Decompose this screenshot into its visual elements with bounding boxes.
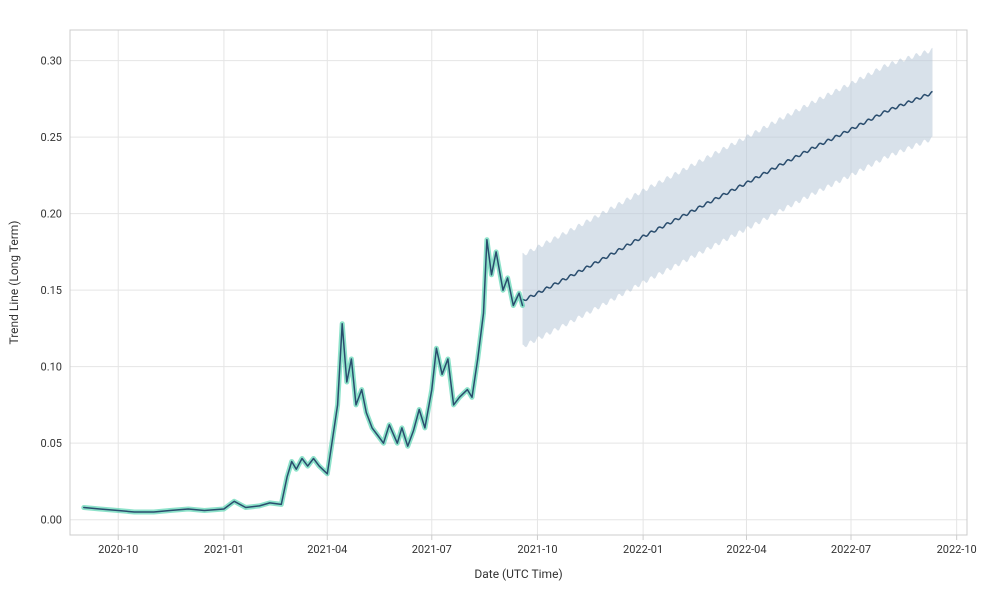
x-tick-label: 2022-10 (937, 543, 977, 556)
x-tick-label: 2022-07 (831, 543, 871, 556)
x-axis-label: Date (UTC Time) (474, 567, 562, 581)
trend-forecast-chart: 0.00 0.05 0.10 0.15 0.20 0.25 0.30 2020-10 2021-… (0, 0, 987, 590)
x-tick-label: 2021-01 (204, 543, 244, 556)
x-tick-label: 2021-04 (307, 543, 347, 556)
y-tick-label: 0.30 (41, 55, 62, 68)
y-tick-label: 0.00 (41, 514, 62, 527)
x-tick-label: 2020-10 (98, 543, 138, 556)
y-tick-label: 0.05 (41, 437, 62, 450)
y-tick-label: 0.20 (41, 208, 62, 221)
x-tick-label: 2021-10 (517, 543, 557, 556)
y-tick-label: 0.10 (41, 361, 62, 374)
x-tick-label: 2021-07 (412, 543, 452, 556)
x-tick-label: 2022-04 (726, 543, 766, 556)
y-axis-label: Trend Line (Long Term) (7, 221, 21, 345)
x-tick-label: 2022-01 (623, 543, 663, 556)
chart-container: 0.00 0.05 0.10 0.15 0.20 0.25 0.30 2020-10 2021-… (0, 0, 987, 590)
y-tick-label: 0.15 (41, 284, 62, 297)
y-tick-label: 0.25 (41, 131, 62, 144)
